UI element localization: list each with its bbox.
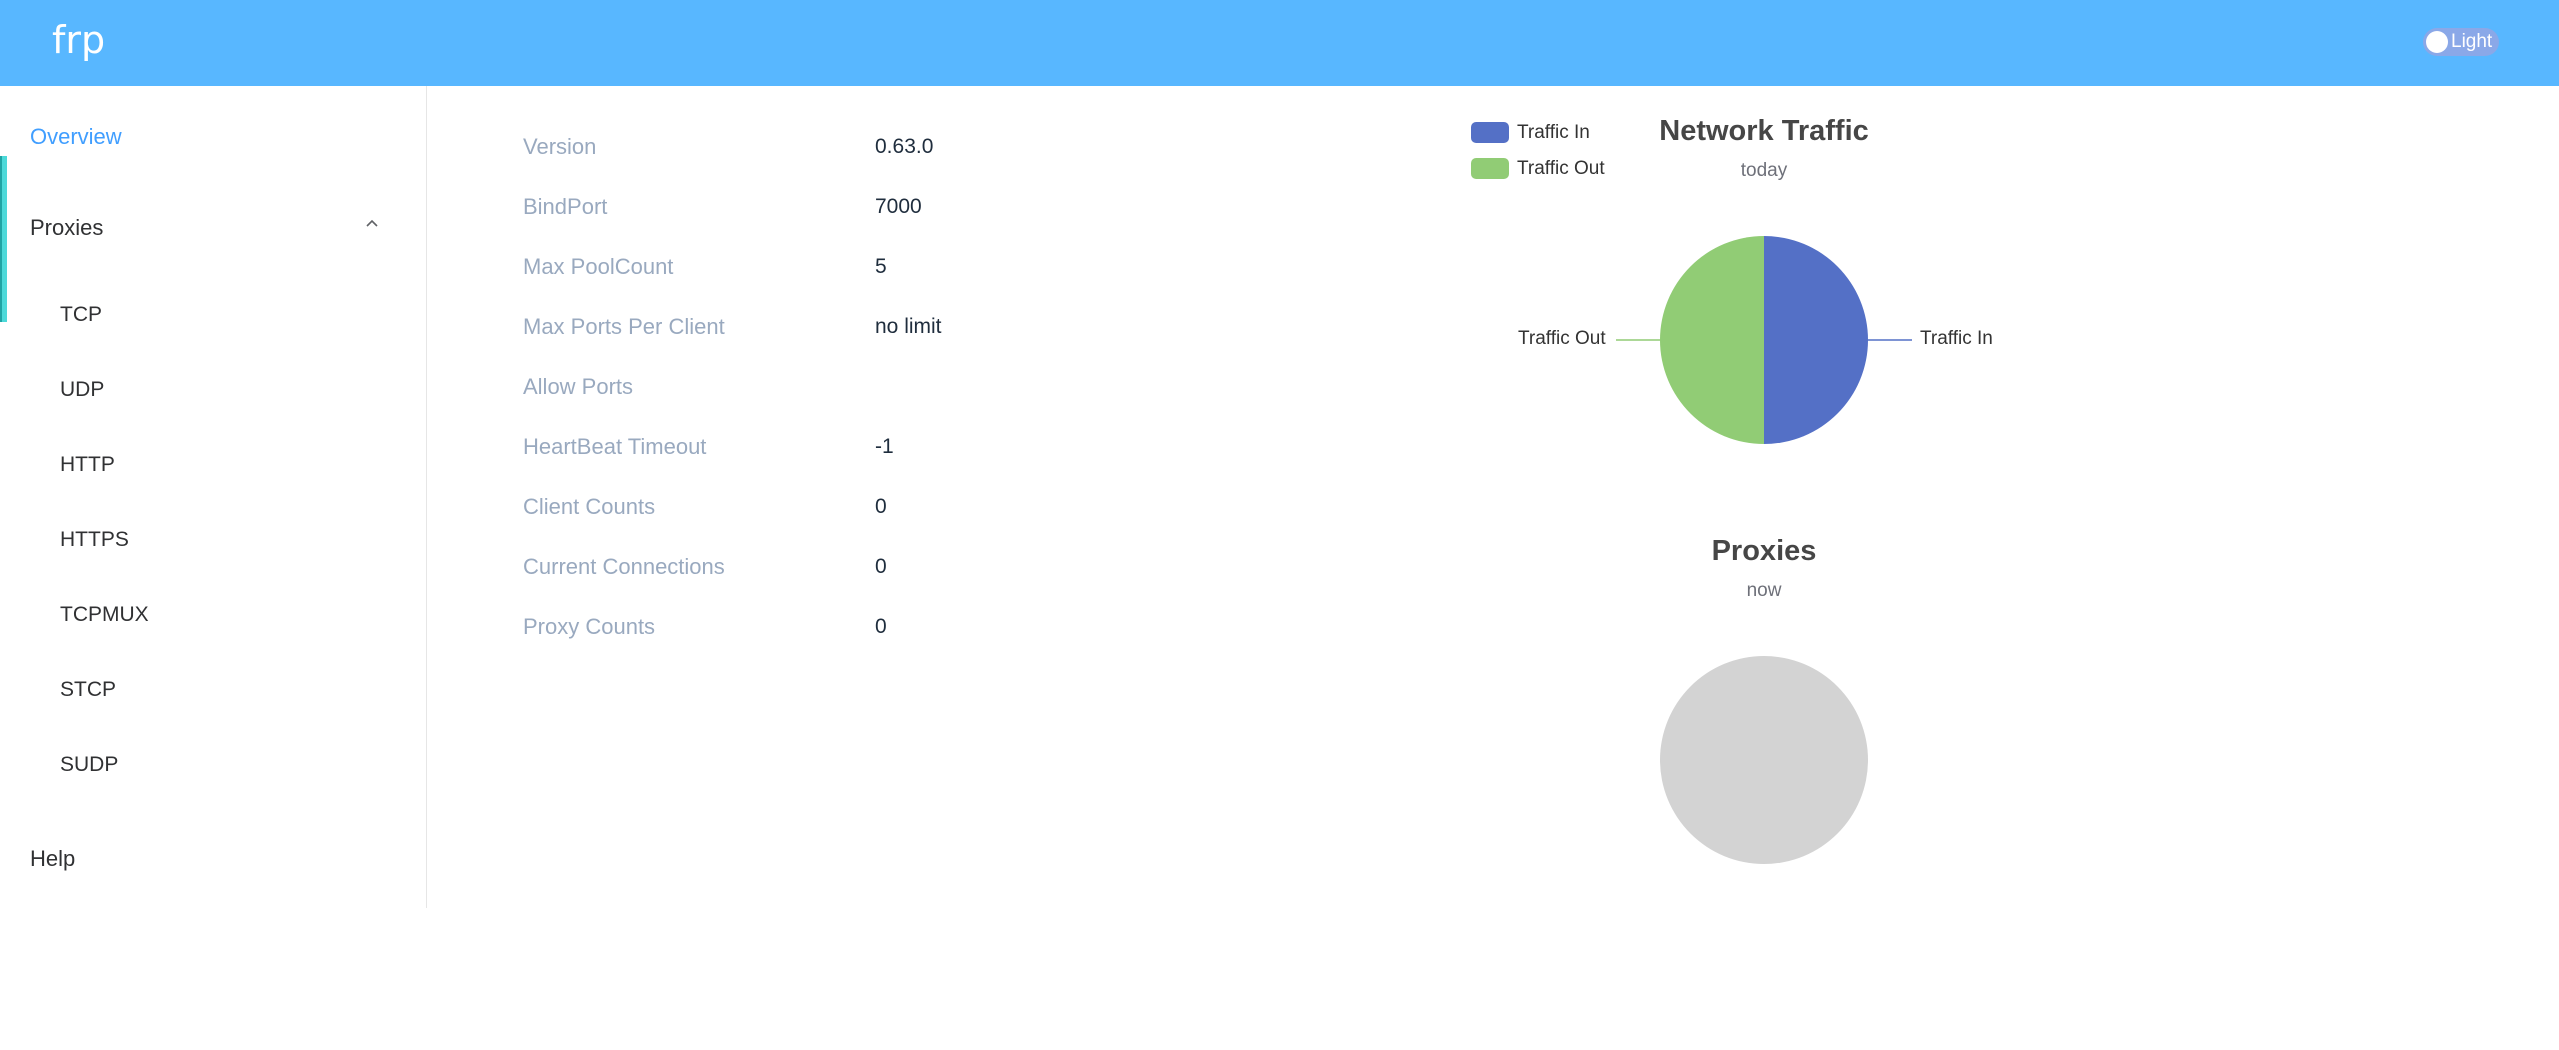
chart-subtitle: today [1740, 160, 1788, 181]
sidebar-item-sudp[interactable]: SUDP [60, 753, 119, 776]
info-value: 0 [875, 555, 887, 578]
info-label: Version [523, 134, 597, 159]
pie-slice-traffic-out[interactable] [1660, 236, 1764, 444]
info-label: Proxy Counts [523, 614, 656, 639]
info-value: 0.63.0 [875, 135, 934, 158]
legend-swatch [1471, 122, 1509, 143]
info-row-proxy-counts: Proxy Counts 0 [523, 609, 1223, 645]
chart-title: Proxies [1711, 535, 1817, 567]
info-value: no limit [875, 315, 942, 338]
sidebar-item-tcp[interactable]: TCP [60, 303, 102, 326]
sidebar-item-tcpmux[interactable]: TCPMUX [60, 603, 149, 626]
chevron-up-icon[interactable] [362, 213, 382, 233]
pie-label-traffic-in: Traffic In [1920, 328, 1993, 349]
info-row-max-poolcount: Max PoolCount 5 [523, 249, 1223, 285]
info-label: Max PoolCount [523, 254, 674, 279]
brand-logo[interactable]: frp [52, 18, 106, 62]
info-row-max-ports-per-client: Max Ports Per Client no limit [523, 309, 1223, 345]
info-value: -1 [875, 435, 894, 458]
sidebar-item-help[interactable]: Help [30, 846, 76, 871]
info-row-client-counts: Client Counts 0 [523, 489, 1223, 525]
sidebar-item-https[interactable]: HTTPS [60, 528, 129, 551]
info-row-version: Version 0.63.0 [523, 129, 1223, 165]
legend-swatch [1471, 158, 1509, 179]
info-label: BindPort [523, 194, 608, 219]
info-label: Allow Ports [523, 374, 634, 399]
info-value: 7000 [875, 195, 922, 218]
legend-label: Traffic In [1517, 122, 1590, 143]
info-value: 0 [875, 615, 887, 638]
sidebar: Overview Proxies TCP UDP HTTP HTTPS TCPM… [0, 86, 427, 908]
sidebar-item-http[interactable]: HTTP [60, 453, 115, 476]
info-row-heartbeat-timeout: HeartBeat Timeout -1 [523, 429, 1223, 465]
sidebar-item-proxies[interactable]: Proxies [30, 215, 104, 240]
info-value: 5 [875, 255, 887, 278]
theme-toggle-knob [2426, 31, 2448, 53]
info-row-current-connections: Current Connections 0 [523, 549, 1223, 585]
empty-pie [1660, 656, 1868, 864]
top-header: frp Light [0, 0, 2559, 86]
info-row-allow-ports: Allow Ports [523, 369, 1223, 405]
info-label: HeartBeat Timeout [523, 434, 707, 459]
sidebar-active-indicator [0, 156, 7, 322]
pie-label-traffic-out: Traffic Out [1518, 328, 1606, 349]
info-label: Max Ports Per Client [523, 314, 725, 339]
theme-toggle[interactable]: Light [2423, 28, 2499, 56]
pie-slice-traffic-in[interactable] [1764, 236, 1868, 444]
sidebar-item-overview[interactable]: Overview [30, 124, 122, 149]
legend-label: Traffic Out [1517, 158, 1605, 179]
chart-title: Network Traffic [1659, 115, 1869, 147]
info-row-bindport: BindPort 7000 [523, 189, 1223, 225]
sidebar-item-stcp[interactable]: STCP [60, 678, 117, 701]
chart-subtitle: now [1746, 580, 1782, 601]
info-label: Client Counts [523, 494, 656, 519]
sidebar-item-udp[interactable]: UDP [60, 378, 105, 401]
theme-label: Light [2451, 31, 2493, 52]
info-value: 0 [875, 495, 887, 518]
info-label: Current Connections [523, 554, 725, 579]
